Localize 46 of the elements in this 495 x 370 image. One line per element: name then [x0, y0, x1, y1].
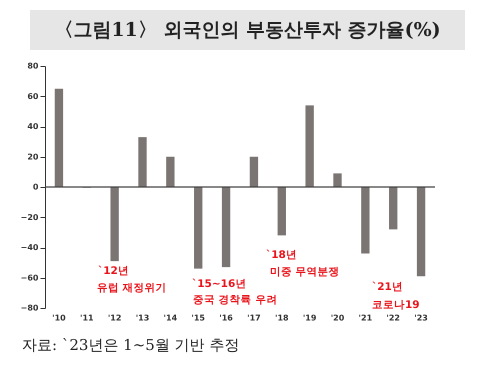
x-tick-label: '22 [386, 314, 400, 322]
bar [250, 156, 258, 187]
x-tick-label: '17 [247, 314, 261, 322]
x-tick-label: '19 [302, 314, 317, 322]
x-tick-label: '14 [164, 314, 178, 322]
bar [361, 187, 370, 254]
x-tick-label: '16 [219, 314, 234, 322]
y-tick-label: 60 [27, 92, 39, 101]
y-tick-label: −20 [20, 212, 39, 222]
y-tick-label: 80 [27, 62, 39, 70]
annotation: `18년 [266, 249, 297, 261]
bar [389, 187, 398, 230]
annotation: `21년 [372, 281, 403, 293]
x-tick-label: '20 [330, 314, 345, 322]
annotation: 코로나19 [372, 299, 420, 311]
x-tick-label: '10 [52, 314, 66, 322]
y-tick-label: −60 [20, 273, 39, 282]
bar [305, 105, 314, 187]
x-tick-label: '13 [136, 314, 150, 322]
annotation: 유럽 재정위기 [97, 282, 167, 294]
x-tick-label: '12 [108, 314, 122, 322]
x-tick-label: '18 [274, 314, 290, 322]
bar [110, 187, 119, 262]
text: 자료: `23년은 1~5월 기반 추정 [22, 336, 240, 355]
annotation: 중국 경착륙 우려 [193, 294, 278, 306]
bar [278, 187, 286, 236]
chart-title: 〈그림11〉 외국인의 부동산투자 증가율(%) [30, 10, 465, 50]
bar [416, 187, 426, 276]
x-tick-label: '23 [414, 314, 428, 322]
y-tick-label: −80 [20, 304, 39, 312]
x-tick-label: '11 [80, 314, 94, 322]
x-tick-label: '21 [358, 314, 373, 322]
y-tick-label: −40 [20, 243, 39, 252]
y-tick-label: 20 [27, 152, 39, 162]
bar [54, 88, 64, 187]
y-tick-label: 0 [32, 182, 39, 192]
y-tick-label: 40 [27, 122, 39, 131]
x-tick-label: '15 [191, 314, 206, 322]
bar [166, 156, 175, 187]
annotation: `15~16년 [192, 278, 246, 290]
bar [222, 187, 230, 268]
bar [333, 173, 342, 187]
bar [194, 187, 202, 269]
annotation: 미중 무역분쟁 [270, 266, 340, 278]
annotation: `12년 [98, 265, 129, 277]
bar [138, 137, 147, 187]
